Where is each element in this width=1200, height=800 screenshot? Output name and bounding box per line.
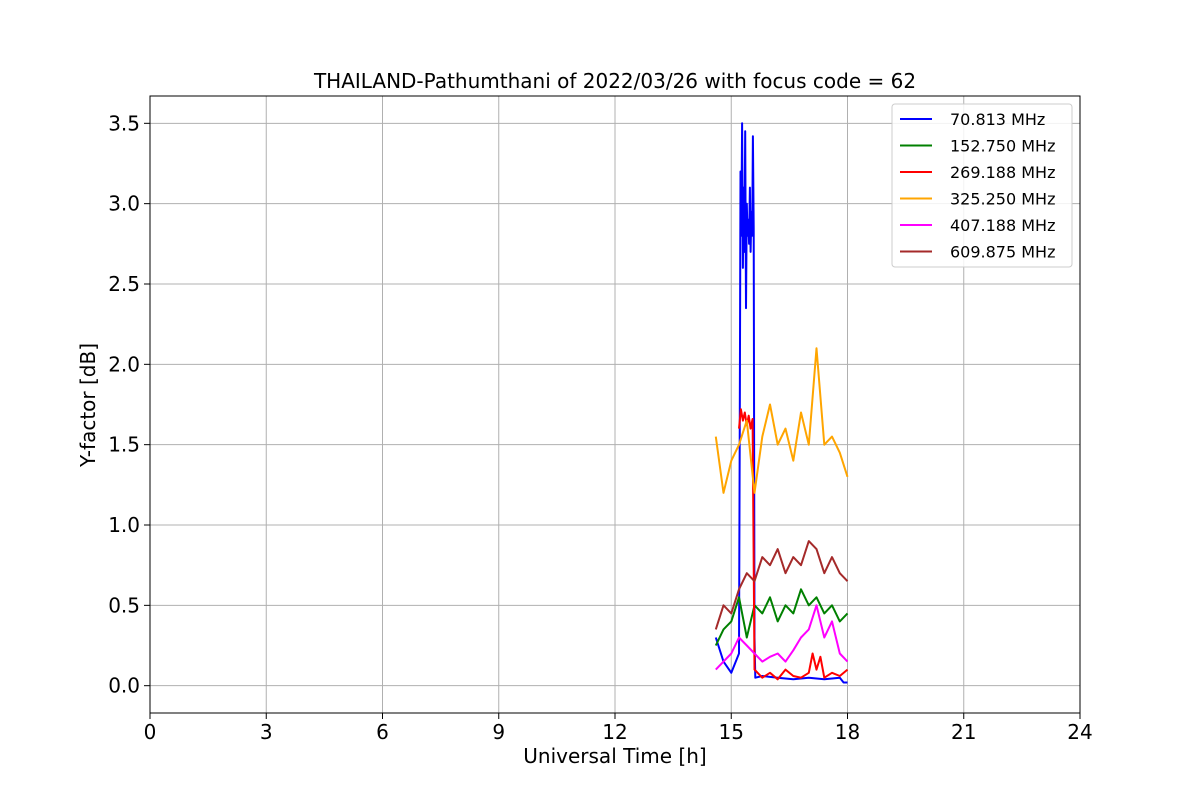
y-tick-label: 1.5 xyxy=(108,433,140,457)
legend-entry: 70.813 MHz xyxy=(950,110,1045,129)
y-tick-label: 0.5 xyxy=(108,593,140,617)
x-tick-label: 15 xyxy=(719,720,744,744)
y-tick-label: 2.5 xyxy=(108,272,140,296)
series-line xyxy=(715,604,849,671)
series-lines xyxy=(714,122,849,684)
x-tick-label: 18 xyxy=(835,720,860,744)
x-tick-label: 0 xyxy=(144,720,157,744)
x-tick-label: 24 xyxy=(1067,720,1092,744)
y-tick-label: 3.5 xyxy=(108,111,140,135)
legend-box xyxy=(891,103,1073,268)
x-tick-label: 6 xyxy=(376,720,389,744)
y-tick-label: 0.0 xyxy=(108,674,140,698)
x-axis-label: Universal Time [h] xyxy=(523,744,706,768)
legend-entry: 407.188 MHz xyxy=(950,216,1055,235)
y-tick-label: 2.0 xyxy=(108,352,140,376)
x-tick-label: 12 xyxy=(602,720,627,744)
series-line xyxy=(714,347,849,494)
x-tick-label: 21 xyxy=(951,720,976,744)
legend: 70.813 MHz 152.750 MHz 269.188 MHz 325.250 … xyxy=(891,103,1073,268)
legend-entry: 609.875 MHz xyxy=(950,243,1055,262)
legend-entry: 152.750 MHz xyxy=(950,137,1055,156)
series-line xyxy=(714,540,849,630)
series-line xyxy=(714,588,849,646)
chart-title: THAILAND-Pathumthani of 2022/03/26 with … xyxy=(313,69,916,93)
axis-ticks: 0 3 6 9 12 15 18 21 24 0.0 0.5 1.0 1.5 2.0 2.5 3.0 3.5 xyxy=(108,111,1093,744)
x-tick-label: 3 xyxy=(260,720,273,744)
y-axis-label: Y-factor [dB] xyxy=(76,343,100,468)
series-line xyxy=(714,122,848,684)
legend-entry: 325.250 MHz xyxy=(950,190,1055,209)
y-tick-label: 3.0 xyxy=(108,192,140,216)
y-tick-label: 1.0 xyxy=(108,513,140,537)
x-tick-label: 9 xyxy=(492,720,505,744)
legend-entry: 269.188 MHz xyxy=(950,163,1055,182)
